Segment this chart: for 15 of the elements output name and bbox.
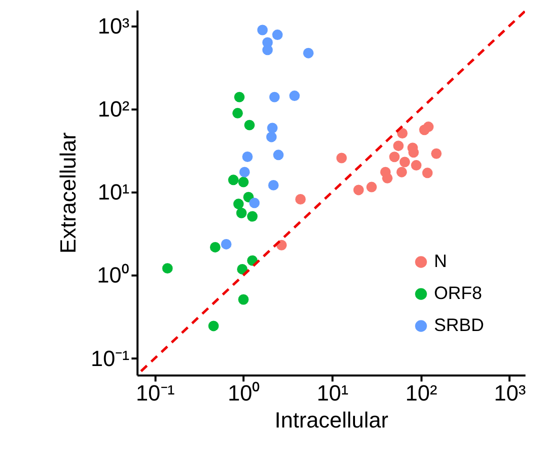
legend-label: N xyxy=(434,251,447,271)
y-tick-label: 10⁰ xyxy=(97,262,130,288)
y-axis-title: Extracellular xyxy=(56,132,81,254)
x-tick-label: 10¹ xyxy=(316,380,348,406)
y-tick-label: 10¹ xyxy=(98,180,130,205)
x-tick-label: 10³ xyxy=(494,380,526,406)
x-tick-label: 10² xyxy=(405,380,438,406)
y-tick-label: 10⁻¹ xyxy=(90,346,130,371)
x-tick-label: 10⁻¹ xyxy=(136,380,175,406)
legend-label: SRBD xyxy=(434,315,484,335)
x-tick-label: 10⁰ xyxy=(228,380,260,406)
x-axis-title: Intracellular xyxy=(274,408,388,432)
legend-label: ORF8 xyxy=(434,283,482,303)
y-tick-label: 10² xyxy=(98,96,130,122)
y-tick-label: 10³ xyxy=(98,13,130,38)
